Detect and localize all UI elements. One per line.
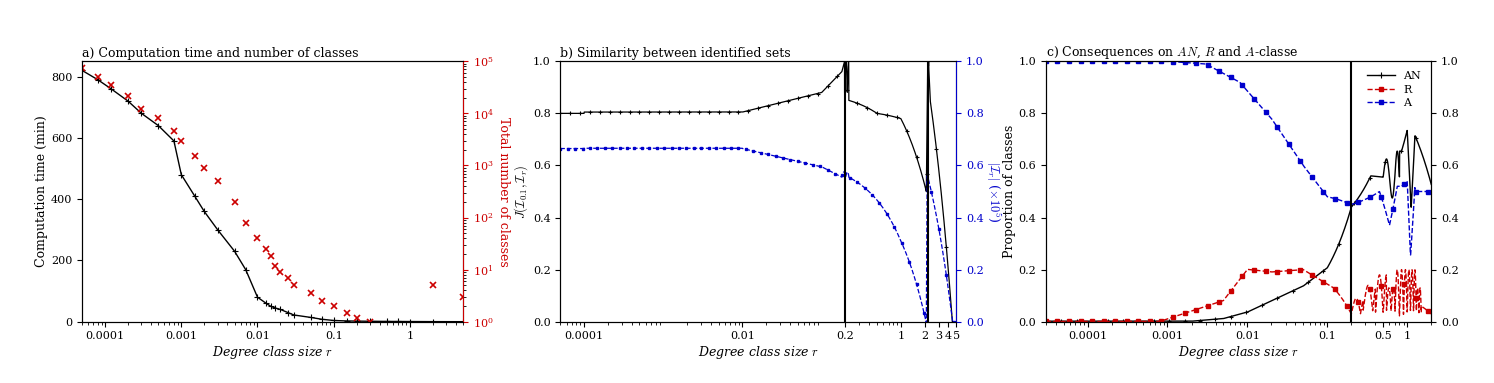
Text: b) Similarity between identified sets: b) Similarity between identified sets [560, 47, 790, 60]
X-axis label: Degree class size $r$: Degree class size $r$ [212, 344, 333, 361]
Y-axis label: $J(\mathcal{I}_{0.1}, \mathcal{I}_r)$: $J(\mathcal{I}_{0.1}, \mathcal{I}_r)$ [512, 164, 530, 219]
X-axis label: Degree class size $r$: Degree class size $r$ [1177, 344, 1300, 361]
X-axis label: Degree class size $r$: Degree class size $r$ [698, 344, 819, 361]
Text: a) Computation time and number of classes: a) Computation time and number of classe… [82, 47, 359, 60]
Y-axis label: $|\mathcal{I}_r|$ ($\times10^5$): $|\mathcal{I}_r|$ ($\times10^5$) [985, 160, 1002, 223]
Y-axis label: Computation time (min): Computation time (min) [36, 116, 48, 267]
Legend: AN, R, A: AN, R, A [1363, 67, 1425, 112]
Text: c) Consequences on $AN$, $R$ and $A$-classe: c) Consequences on $AN$, $R$ and $A$-cla… [1046, 44, 1298, 61]
Y-axis label: Proportion of classes: Proportion of classes [1002, 125, 1016, 258]
Y-axis label: Total number of classes: Total number of classes [498, 117, 511, 266]
